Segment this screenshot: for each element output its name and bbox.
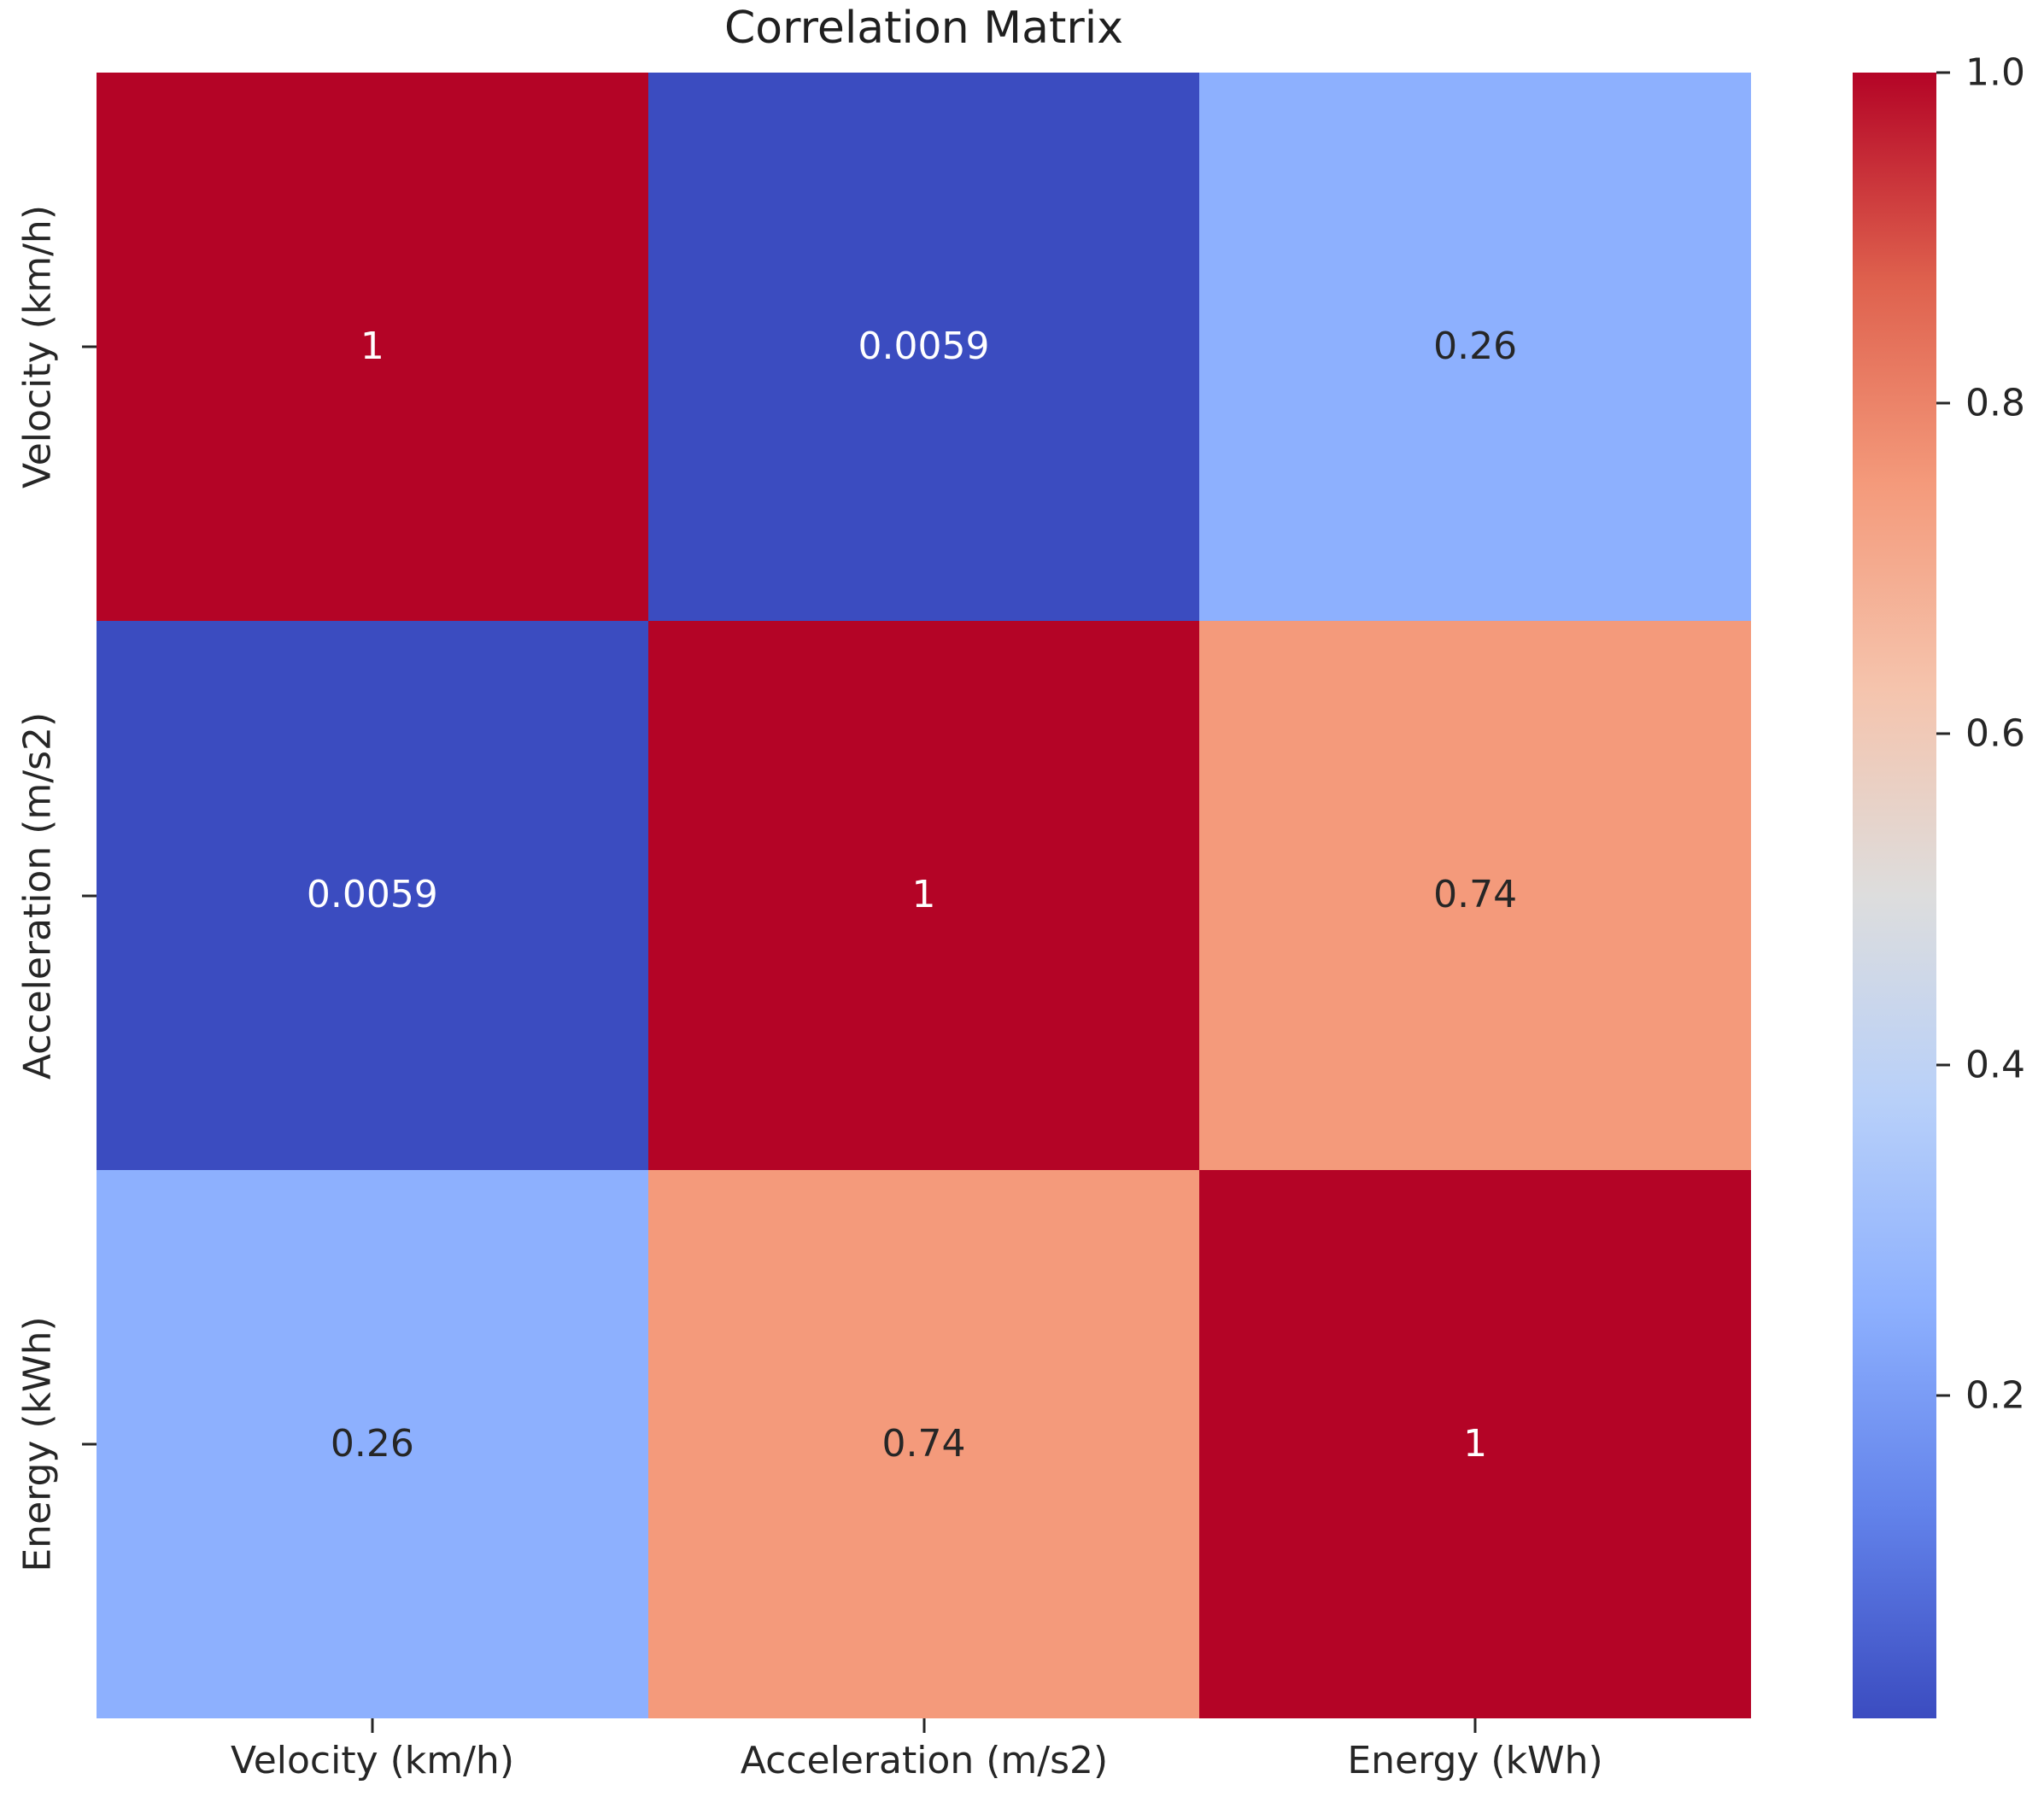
heatmap-cell: 1 — [1199, 1169, 1751, 1718]
heatmap-cell: 1 — [97, 73, 648, 622]
colorbar-tick-label: 0.2 — [1965, 1373, 2025, 1418]
x-tick — [922, 1718, 926, 1733]
cell-value: 1 — [911, 873, 936, 917]
y-tick — [82, 894, 97, 898]
colorbar-tick — [1936, 401, 1950, 405]
cell-value: 1 — [360, 325, 384, 369]
heatmap-cell: 1 — [647, 621, 1200, 1170]
cell-value: 0.74 — [1433, 873, 1518, 917]
cell-value: 0.26 — [1433, 325, 1518, 369]
heatmap-cell: 0.26 — [1199, 73, 1751, 622]
heatmap-cell: 0.26 — [97, 1169, 648, 1718]
cell-value: 0.26 — [330, 1421, 414, 1466]
x-axis-tick-label: Velocity (km/h) — [231, 1739, 514, 1782]
heatmap-cell: 0.0059 — [97, 621, 648, 1170]
heatmap-cell: 0.74 — [647, 1169, 1200, 1718]
colorbar-tick — [1936, 1394, 1950, 1397]
heatmap-cell: 0.0059 — [647, 73, 1200, 622]
cell-value: 0.0059 — [306, 873, 438, 917]
colorbar-tick — [1936, 732, 1950, 735]
cell-value: 1 — [1463, 1421, 1488, 1466]
colorbar-tick-label: 0.4 — [1965, 1043, 2025, 1087]
colorbar-tick-label: 0.8 — [1965, 381, 2025, 425]
x-tick — [371, 1718, 374, 1733]
colorbar-tick-label: 0.6 — [1965, 711, 2025, 756]
chart-title: Correlation Matrix — [724, 3, 1123, 54]
y-axis-tick-label: Velocity (km/h) — [15, 205, 60, 489]
x-axis-tick-label: Energy (kWh) — [1347, 1739, 1603, 1782]
cell-value: 0.74 — [881, 1421, 966, 1466]
colorbar-tick — [1936, 71, 1950, 74]
y-axis-tick-label: Energy (kWh) — [15, 1316, 60, 1572]
cell-value: 0.0059 — [858, 325, 990, 369]
colorbar-gradient — [1853, 73, 1936, 1718]
x-axis-tick-label: Acceleration (m/s2) — [740, 1739, 1109, 1782]
y-tick — [82, 345, 97, 348]
colorbar-tick — [1936, 1063, 1950, 1067]
heatmap-grid: 1 0.0059 0.26 0.0059 1 0.74 0.26 0.74 1 — [97, 73, 1751, 1718]
y-tick — [82, 1442, 97, 1446]
y-axis-tick-label: Acceleration (m/s2) — [15, 711, 60, 1080]
colorbar-tick-label: 1.0 — [1965, 50, 2025, 95]
x-tick — [1473, 1718, 1477, 1733]
heatmap-cell: 0.74 — [1199, 621, 1751, 1170]
